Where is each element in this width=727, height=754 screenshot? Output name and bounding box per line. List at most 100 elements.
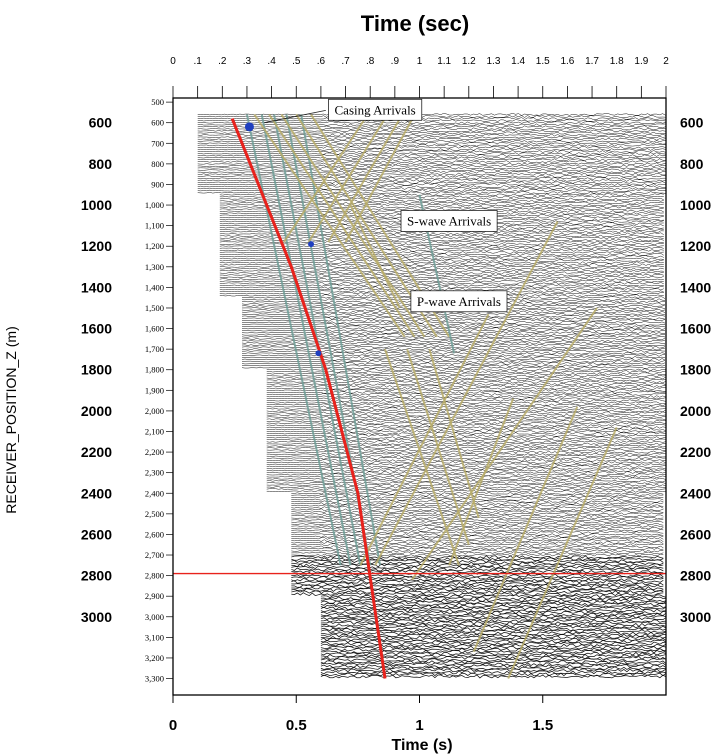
seismic-trace <box>291 528 664 532</box>
seismic-trace <box>197 168 666 172</box>
seismic-trace <box>291 533 664 536</box>
seismic-trace <box>320 658 666 662</box>
top-axis-title: Time (sec) <box>361 11 469 36</box>
seismic-trace <box>197 158 666 162</box>
seismic-trace <box>291 508 664 512</box>
bottom-tick-label: 1.5 <box>532 717 553 734</box>
seismic-trace <box>266 450 666 454</box>
seismic-trace <box>219 244 664 248</box>
seismic-trace <box>219 271 664 275</box>
left-tick-label: 2600 <box>81 526 112 542</box>
arrival-marker <box>315 350 322 357</box>
seismic-trace <box>320 645 666 650</box>
inner-tick-label: 1,200 <box>145 241 164 251</box>
seismic-trace <box>197 131 666 135</box>
left-tick-label: 3000 <box>81 609 112 625</box>
seismic-trace <box>219 199 664 203</box>
inner-tick-label: 1,400 <box>145 282 164 292</box>
seismic-trace <box>291 545 664 549</box>
right-tick-label: 2000 <box>680 403 711 419</box>
seismic-trace <box>197 139 666 143</box>
seismic-trace <box>266 421 666 425</box>
seismic-trace <box>197 162 666 166</box>
seismic-trace <box>320 612 666 617</box>
seismic-trace <box>320 670 666 675</box>
top-tick-label: 1.8 <box>610 56 624 67</box>
seismic-trace <box>320 614 666 619</box>
seismic-traces <box>197 113 666 679</box>
seismic-trace <box>197 113 666 116</box>
first-break-pick <box>173 118 666 679</box>
top-axis-ticks: 0 .1 .2 .3 .4 .5 .6 .7 .8 .9 1 1.1 1.2 1.3 1.4 1.5 1.6 1.… <box>170 56 669 98</box>
left-tick-label: 2800 <box>81 568 112 584</box>
top-tick-label: .7 <box>341 56 350 67</box>
seismic-trace <box>320 647 666 652</box>
seismic-trace <box>320 623 666 628</box>
seismic-trace <box>266 467 666 470</box>
downgoing-reflection-line <box>406 348 470 546</box>
seismic-trace <box>197 160 666 164</box>
arrival-annotations: Casing Arrivals S-wave Arrivals P-wave Arr… <box>264 98 508 313</box>
seismic-trace <box>219 201 664 205</box>
seismic-trace <box>241 341 665 345</box>
seismic-trace <box>266 444 666 448</box>
seismic-trace <box>266 378 666 382</box>
seismic-trace <box>320 610 666 615</box>
arrival-marker <box>308 241 315 248</box>
seismic-trace <box>291 592 664 597</box>
inner-tick-label: 1,500 <box>145 303 164 313</box>
seismic-trace <box>219 193 664 197</box>
inner-tick-label: 2,500 <box>145 509 164 519</box>
top-tick-label: 0 <box>170 56 176 67</box>
seismic-trace <box>197 125 666 129</box>
seismic-trace <box>197 164 666 168</box>
inner-tick-label: 500 <box>151 97 164 107</box>
bottom-axis-title: Time (s) <box>391 737 452 754</box>
upgoing-s-wave-line <box>283 113 369 243</box>
seismic-trace <box>266 442 666 446</box>
seismic-trace <box>291 520 664 524</box>
seismic-trace <box>219 279 664 283</box>
seismic-trace <box>266 423 666 427</box>
inner-tick-label: 900 <box>151 179 164 189</box>
seismic-trace <box>320 656 666 660</box>
seismic-trace <box>266 417 666 421</box>
left-axis-ticks: 600 800 1000 1200 1400 1600 1800 2000 2200 2400 26… <box>81 115 112 625</box>
inner-tick-label: 2,100 <box>145 426 164 436</box>
seismic-trace <box>197 189 666 192</box>
inner-tick-label: 2,200 <box>145 447 164 457</box>
seismic-trace <box>291 590 664 594</box>
top-tick-label: 1.1 <box>437 56 451 67</box>
top-tick-label: .8 <box>366 56 375 67</box>
right-tick-label: 1400 <box>680 279 711 295</box>
seismic-trace <box>291 543 664 547</box>
inner-tick-label: 600 <box>151 118 164 128</box>
seismic-trace <box>197 150 666 153</box>
seismic-trace <box>291 567 664 572</box>
seismic-trace <box>219 234 664 238</box>
seismic-trace <box>266 454 666 458</box>
seismic-trace <box>266 489 666 493</box>
seismic-trace <box>291 557 664 561</box>
seismic-trace <box>266 479 666 483</box>
annotation: Casing Arrivals <box>328 98 423 121</box>
inner-tick-label: 2,000 <box>145 406 164 416</box>
upgoing-reflection-line <box>349 204 401 309</box>
seismic-trace <box>197 137 666 141</box>
inner-tick-label: 2,400 <box>145 488 164 498</box>
seismic-trace <box>219 283 664 287</box>
casing-marker <box>244 122 254 132</box>
annotation-box <box>400 210 498 232</box>
seismic-trace <box>266 432 666 435</box>
inner-tick-label: 1,100 <box>145 221 164 231</box>
first-break-pick-line <box>230 118 387 679</box>
seismic-trace <box>266 452 666 456</box>
seismic-trace <box>219 259 664 262</box>
downgoing-reflection-line <box>384 348 460 566</box>
seismic-trace <box>291 565 664 570</box>
right-tick-label: 2600 <box>680 526 711 542</box>
seismic-trace <box>219 203 664 207</box>
seismic-trace <box>219 253 664 256</box>
seismic-trace <box>219 265 664 269</box>
seismic-trace <box>266 419 666 423</box>
